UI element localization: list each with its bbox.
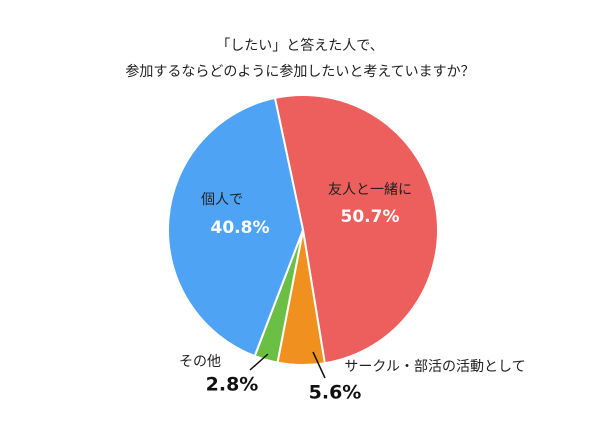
slice-label: 友人と一緒に — [328, 182, 412, 198]
pie-slice — [167, 96, 305, 358]
value-label: 5.6% — [309, 382, 362, 404]
value-label: 40.8% — [211, 218, 270, 238]
leader-line — [312, 351, 326, 379]
value-label: 50.7% — [341, 207, 400, 227]
leader-line — [249, 353, 269, 371]
chart-title: 参加するならどのように参加したいと考えていますか？ — [125, 63, 474, 80]
slice-label: サークル・部活の活動として — [344, 359, 525, 375]
slice-label: その他 — [179, 354, 221, 370]
value-label: 2.8% — [206, 374, 259, 396]
slice-label: 個人で — [201, 192, 243, 208]
chart-title: 「したい」と答えた人で、 — [216, 37, 383, 54]
pie-slice — [273, 94, 439, 365]
